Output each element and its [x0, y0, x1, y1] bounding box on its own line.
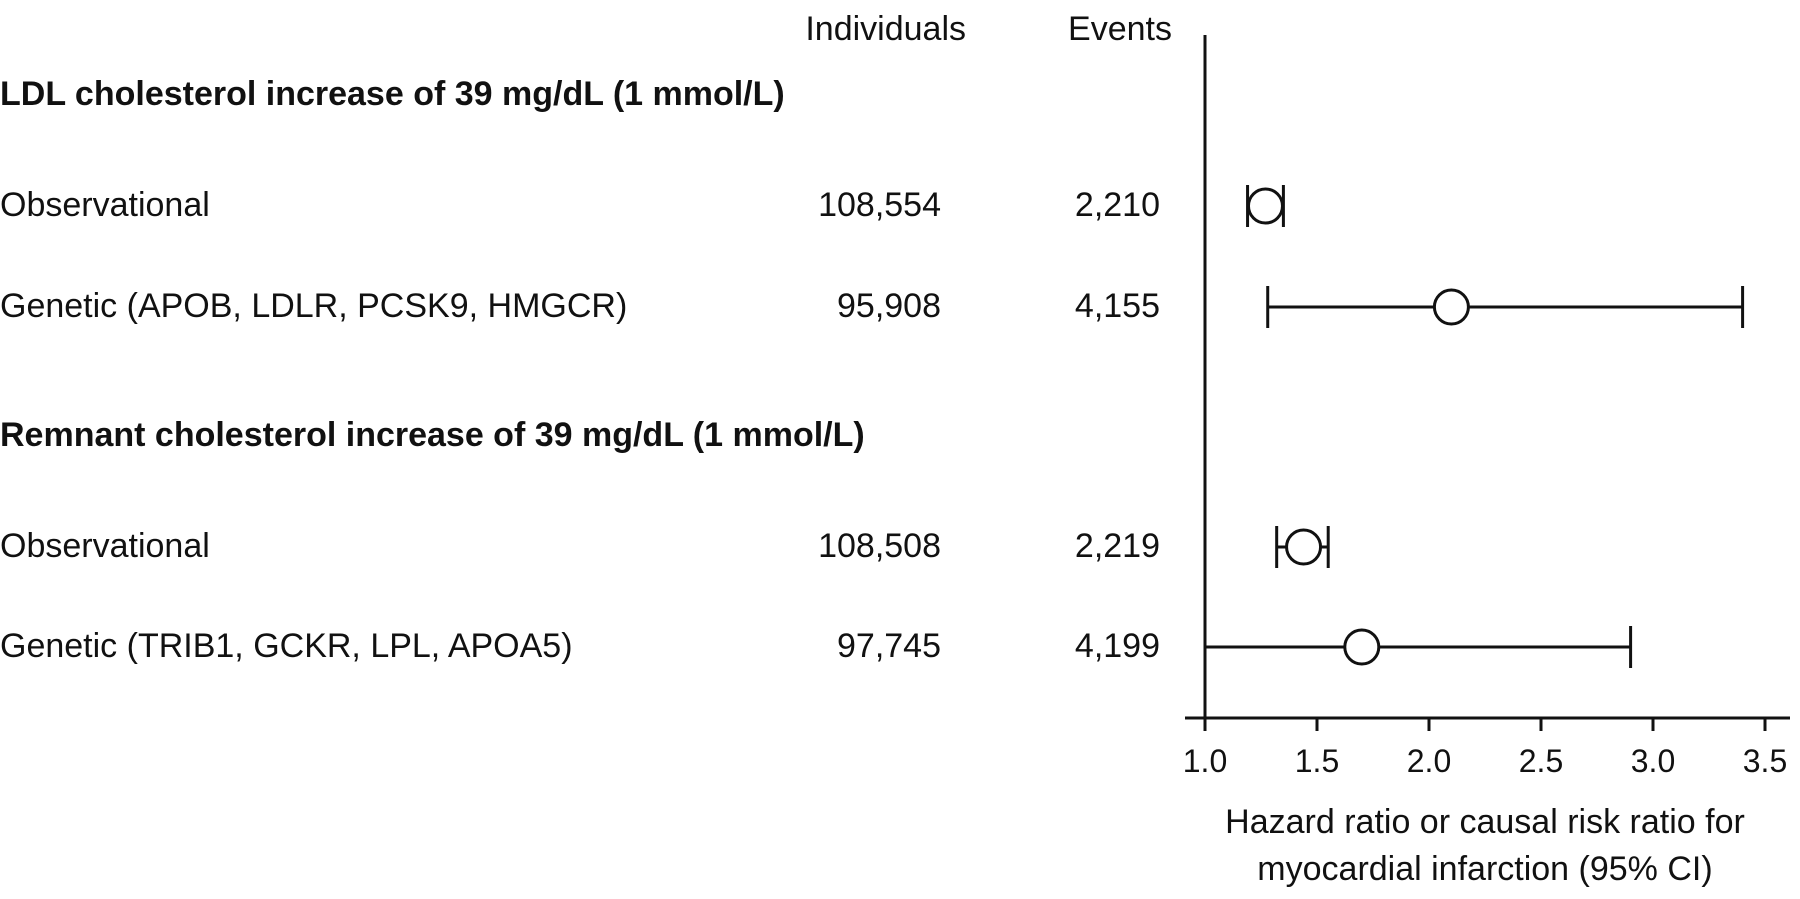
- row-label-remnant-genetic: Genetic (TRIB1, GCKR, LPL, APOA5): [0, 627, 573, 665]
- x-tick-label: 2.0: [1407, 743, 1451, 779]
- section-title-remnant: Remnant cholesterol increase of 39 mg/dL…: [0, 416, 865, 454]
- x-tick-label: 2.5: [1519, 743, 1563, 779]
- x-axis-ticks: 1.0 1.5 2.0 2.5 3.0 3.5: [1183, 718, 1787, 779]
- row-individuals-remnant-genetic: 97,745: [837, 627, 941, 665]
- row-events-ldl-genetic: 4,155: [1075, 287, 1160, 325]
- x-tick-label: 3.5: [1743, 743, 1787, 779]
- row-label-ldl-genetic: Genetic (APOB, LDLR, PCSK9, HMGCR): [0, 287, 627, 325]
- row-label-remnant-observational: Observational: [0, 527, 210, 565]
- row-individuals-remnant-observational: 108,508: [818, 527, 941, 565]
- row-individuals-ldl-genetic: 95,908: [837, 287, 941, 325]
- x-tick-label: 1.5: [1295, 743, 1339, 779]
- row-individuals-ldl-observational: 108,554: [818, 186, 941, 224]
- row-events-remnant-genetic: 4,199: [1075, 627, 1160, 665]
- forest-marks: [1203, 185, 1745, 668]
- section-title-ldl: LDL cholesterol increase of 39 mg/dL (1 …: [0, 75, 785, 113]
- row-events-ldl-observational: 2,210: [1075, 186, 1160, 224]
- row-label-ldl-observational: Observational: [0, 186, 210, 224]
- x-axis-label-line-2: myocardial infarction (95% CI): [1257, 850, 1712, 888]
- x-tick-label: 1.0: [1183, 743, 1227, 779]
- row-events-remnant-observational: 2,219: [1075, 527, 1160, 565]
- point-estimate-marker: [1285, 528, 1323, 566]
- point-estimate-marker: [1432, 288, 1470, 326]
- header-individuals: Individuals: [805, 10, 966, 48]
- point-estimate-marker: [1343, 628, 1381, 666]
- x-tick-label: 3.0: [1631, 743, 1675, 779]
- x-axis-label-line-1: Hazard ratio or causal risk ratio for: [1225, 803, 1745, 841]
- point-estimate-marker: [1246, 187, 1284, 225]
- header-events: Events: [1068, 10, 1172, 48]
